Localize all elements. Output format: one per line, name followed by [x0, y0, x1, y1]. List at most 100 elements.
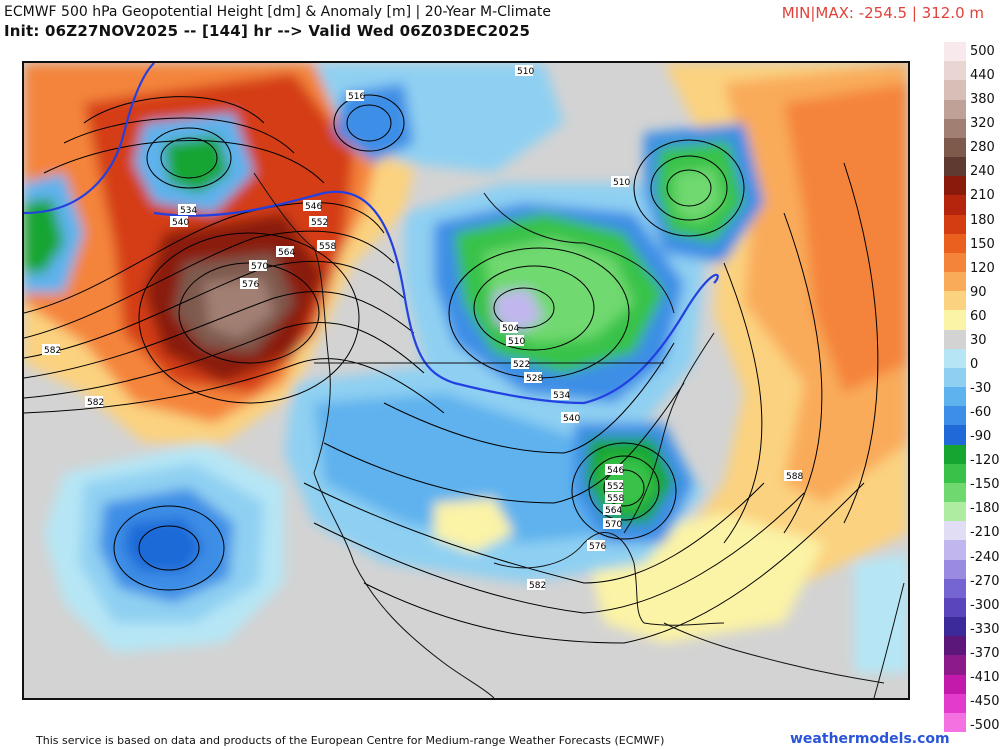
svg-text:534: 534 — [180, 206, 197, 216]
colorbar-swatch — [944, 578, 966, 599]
colorbar-swatch — [944, 310, 966, 330]
colorbar-tick-label: -210 — [970, 525, 1000, 541]
colorbar-swatch — [944, 118, 966, 139]
colorbar-swatch — [944, 617, 966, 637]
svg-text:522: 522 — [513, 360, 530, 370]
height-label: 540 — [561, 412, 580, 424]
colorbar-swatch — [944, 636, 966, 656]
height-label: 570 — [249, 260, 268, 272]
colorbar-tick-label: 30 — [970, 332, 987, 348]
height-label: 558 — [605, 492, 624, 504]
colorbar-tick-label: -240 — [970, 549, 1000, 565]
svg-text:570: 570 — [605, 520, 622, 530]
svg-text:564: 564 — [605, 506, 622, 516]
colorbar-swatch — [944, 425, 966, 445]
height-label: 570 — [603, 518, 622, 530]
colorbar-swatch — [944, 176, 966, 196]
svg-text:510: 510 — [517, 67, 534, 77]
svg-text:558: 558 — [319, 242, 336, 252]
colorbar-swatch — [944, 252, 966, 273]
svg-text:576: 576 — [589, 542, 606, 552]
colorbar-swatch — [944, 693, 966, 714]
height-label: 576 — [240, 278, 259, 290]
height-label: 534 — [551, 389, 570, 401]
colorbar-tick-label: -370 — [970, 645, 1000, 661]
colorbar-swatch — [944, 214, 966, 235]
colorbar-tick-label: -270 — [970, 573, 1000, 589]
height-540-contour — [24, 63, 719, 405]
height-label: 552 — [605, 480, 624, 492]
svg-text:582: 582 — [44, 346, 61, 356]
attribution-text: This service is based on data and produc… — [36, 734, 665, 747]
colorbar-swatch — [944, 272, 966, 292]
svg-text:504: 504 — [502, 324, 519, 334]
svg-text:588: 588 — [786, 472, 803, 482]
height-label: 504 — [500, 322, 519, 334]
colorbar-swatch — [944, 463, 966, 484]
colorbar-tick-label: -450 — [970, 693, 1000, 709]
colorbar-tick-label: -180 — [970, 501, 1000, 517]
height-label: 564 — [276, 246, 295, 258]
svg-text:540: 540 — [563, 414, 580, 424]
colorbar-swatch — [944, 387, 966, 407]
colorbar-tick-label: 440 — [970, 68, 995, 84]
height-contours — [24, 94, 879, 644]
colorbar-tick-label: 90 — [970, 284, 987, 300]
colorbar-tick-label: -30 — [970, 381, 992, 396]
colorbar-swatch — [944, 521, 966, 541]
colorbar-tick-label: -150 — [970, 477, 1000, 493]
colorbar-swatch — [944, 674, 966, 695]
svg-text:582: 582 — [87, 398, 104, 408]
colorbar-swatch — [944, 80, 966, 100]
height-label: 540 — [170, 216, 189, 228]
colorbar-tick-label: -60 — [970, 405, 992, 421]
colorbar-swatch — [944, 559, 966, 580]
colorbar-tick-label: -330 — [970, 621, 1000, 637]
svg-text:558: 558 — [607, 494, 624, 504]
colorbar-tick-label: 120 — [970, 260, 995, 276]
svg-text:552: 552 — [311, 218, 328, 228]
height-label: 582 — [527, 579, 546, 591]
colorbar-swatch — [944, 348, 966, 369]
colorbar-swatch — [944, 540, 966, 560]
height-label: 588 — [784, 470, 803, 482]
height-label: 576 — [587, 540, 606, 552]
colorbar-swatch — [944, 597, 966, 618]
svg-text:540: 540 — [172, 218, 189, 228]
height-label: 582 — [42, 344, 61, 356]
svg-text:570: 570 — [251, 262, 268, 272]
colorbar-tick-label: 210 — [970, 188, 995, 204]
svg-text:534: 534 — [553, 391, 570, 401]
height-labels: 510 516 510 534 540 546 552 558 564 570 … — [42, 65, 803, 591]
svg-text:510: 510 — [613, 178, 630, 188]
height-label: 534 — [178, 204, 197, 216]
height-label: 510 — [506, 335, 525, 347]
colorbar-swatch — [944, 712, 966, 733]
chart-title: ECMWF 500 hPa Geopotential Height [dm] &… — [4, 4, 552, 20]
anomaly-colorbar — [944, 42, 966, 733]
colorbar-tick-label: -410 — [970, 669, 1000, 685]
height-label: 558 — [317, 240, 336, 252]
colorbar-swatch — [944, 329, 966, 350]
colorbar-tick-label: -500 — [970, 718, 1000, 733]
colorbar-tick-label: 320 — [970, 116, 995, 132]
colorbar-swatch — [944, 291, 966, 311]
map-panel: 510 516 510 534 540 546 552 558 564 570 … — [22, 61, 910, 700]
brand-link[interactable]: weathermodels.com — [790, 731, 950, 747]
colorbar-swatch — [944, 367, 966, 388]
anomaly-shading — [24, 63, 908, 673]
svg-text:582: 582 — [529, 581, 546, 591]
colorbar-tick-label: -120 — [970, 453, 1000, 469]
colorbar-swatch — [944, 482, 966, 503]
height-label: 528 — [524, 372, 543, 384]
colorbar-tick-label: 180 — [970, 212, 995, 228]
svg-text:546: 546 — [607, 466, 624, 476]
colorbar-tick-label: 60 — [970, 308, 987, 324]
colorbar-tick-label: 380 — [970, 92, 995, 108]
height-label: 516 — [346, 90, 365, 102]
colorbar-tick-label: 150 — [970, 236, 995, 252]
colorbar-tick-label: 280 — [970, 140, 995, 156]
valid-time-line: Init: 06Z27NOV2025 -- [144] hr --> Valid… — [4, 22, 531, 40]
colorbar-swatch — [944, 42, 966, 62]
colorbar-tick-label: 500 — [970, 44, 995, 59]
